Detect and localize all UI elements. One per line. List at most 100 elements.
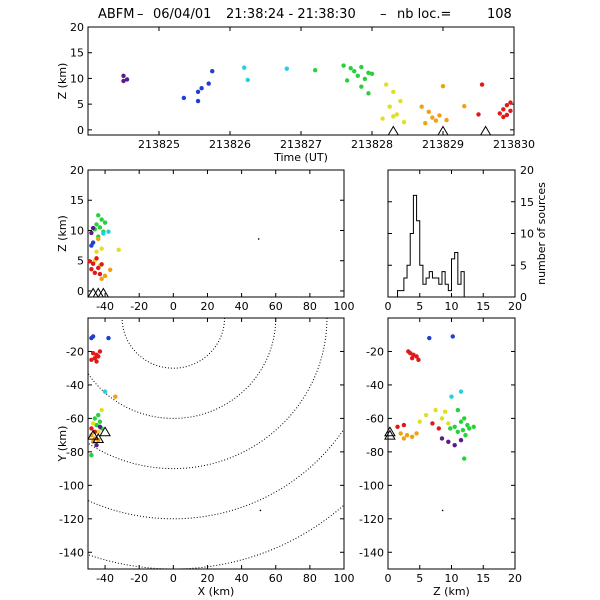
station-marker [384, 429, 396, 440]
source-point [430, 421, 435, 426]
source-point [89, 266, 94, 272]
source-point [97, 225, 103, 230]
x-tick-label: 213825 [138, 138, 180, 151]
y-tick-label: -140 [59, 546, 84, 559]
source-point [97, 424, 103, 429]
y-tick-label: 20 [520, 164, 534, 177]
source-point [391, 114, 396, 119]
source-point [458, 389, 464, 394]
y-tick-label: -20 [366, 345, 384, 358]
source-point [427, 335, 432, 341]
source-point [409, 355, 415, 361]
source-point [391, 89, 396, 95]
source-point [446, 439, 451, 445]
y-tick-label: -140 [359, 546, 384, 559]
height-y-panel: 0 5 10 15 20 -140 -120 -100 -80 -60 -40 -20 Z (km) [359, 317, 522, 598]
source-point [89, 357, 94, 363]
x-tick-label: 20 [200, 300, 214, 313]
source-point [479, 82, 485, 87]
x-tick-label: 0 [170, 572, 177, 585]
x-axis-label: Z (km) [433, 585, 470, 598]
source-point [387, 104, 392, 109]
source-point [113, 394, 118, 399]
y-tick-label: 5 [77, 255, 84, 268]
x-tick-label: 20 [508, 572, 522, 585]
title-time-range: 21:38:24 - 21:38:30 [226, 7, 356, 22]
y-axis-label: number of sources [535, 182, 548, 285]
source-point [406, 349, 411, 354]
source-point [97, 271, 103, 277]
y-axis-label: Y (km) [56, 426, 69, 463]
x-tick-label: 0 [385, 572, 392, 585]
source-point [344, 78, 350, 83]
y-tick-label: 10 [70, 224, 84, 237]
source-point [450, 334, 455, 339]
histogram-line [388, 194, 515, 298]
source-point [417, 419, 422, 424]
source-point [199, 86, 204, 91]
source-point [439, 436, 445, 441]
x-tick-label: 15 [476, 300, 490, 313]
plot-frame [87, 317, 345, 570]
source-point [436, 426, 441, 431]
source-point [284, 66, 289, 71]
source-point [87, 259, 92, 264]
source-point [259, 509, 262, 512]
source-point [462, 104, 467, 109]
source-point [121, 78, 126, 84]
source-point [404, 432, 410, 438]
station-marker [87, 287, 99, 298]
x-axis-label: Time (UT) [273, 151, 328, 164]
source-point [460, 427, 466, 433]
source-point [462, 416, 467, 421]
y-tick-label: -100 [359, 479, 384, 492]
source-point [471, 424, 476, 429]
source-point [99, 262, 104, 267]
x-tick-label: -40 [96, 300, 114, 313]
y-tick-label: 5 [520, 259, 527, 272]
source-point [446, 421, 451, 426]
source-point [96, 429, 101, 434]
y-tick-label: 0 [77, 124, 84, 137]
range-ring [88, 428, 344, 520]
x-tick-label: 213829 [422, 138, 464, 151]
source-point [94, 442, 99, 448]
source-point [341, 63, 346, 68]
station-marker [92, 432, 105, 443]
source-point [441, 509, 444, 512]
source-point [90, 225, 96, 231]
source-point [124, 77, 130, 82]
y-tick-label: 10 [70, 72, 84, 85]
y-tick-label: 5 [77, 98, 84, 111]
source-point [395, 424, 400, 429]
svg-text:–: – [137, 7, 144, 22]
x-tick-label: 20 [508, 300, 522, 313]
source-point [242, 65, 247, 70]
x-tick-label: 40 [235, 300, 249, 313]
source-point [467, 426, 472, 431]
station-marker [99, 426, 111, 437]
station-marker [92, 287, 105, 298]
source-point [257, 238, 260, 240]
source-point [245, 77, 250, 83]
y-tick-label: 15 [70, 194, 84, 207]
x-tick-label: 10 [445, 300, 459, 313]
source-point [508, 100, 513, 105]
source-point [409, 434, 415, 440]
source-point [92, 416, 98, 421]
source-point [394, 112, 400, 117]
source-point [476, 112, 481, 117]
source-point [195, 98, 201, 104]
source-point [352, 69, 357, 74]
source-point [448, 426, 453, 431]
source-point [90, 261, 96, 266]
source-point [89, 453, 94, 458]
source-point [462, 456, 467, 461]
source-point [426, 109, 431, 115]
title-date: 06/04/01 [153, 7, 211, 22]
source-point [366, 70, 371, 75]
y-tick-label: -20 [66, 345, 84, 358]
source-point [452, 442, 457, 448]
source-point [414, 354, 419, 359]
source-point [458, 437, 464, 443]
